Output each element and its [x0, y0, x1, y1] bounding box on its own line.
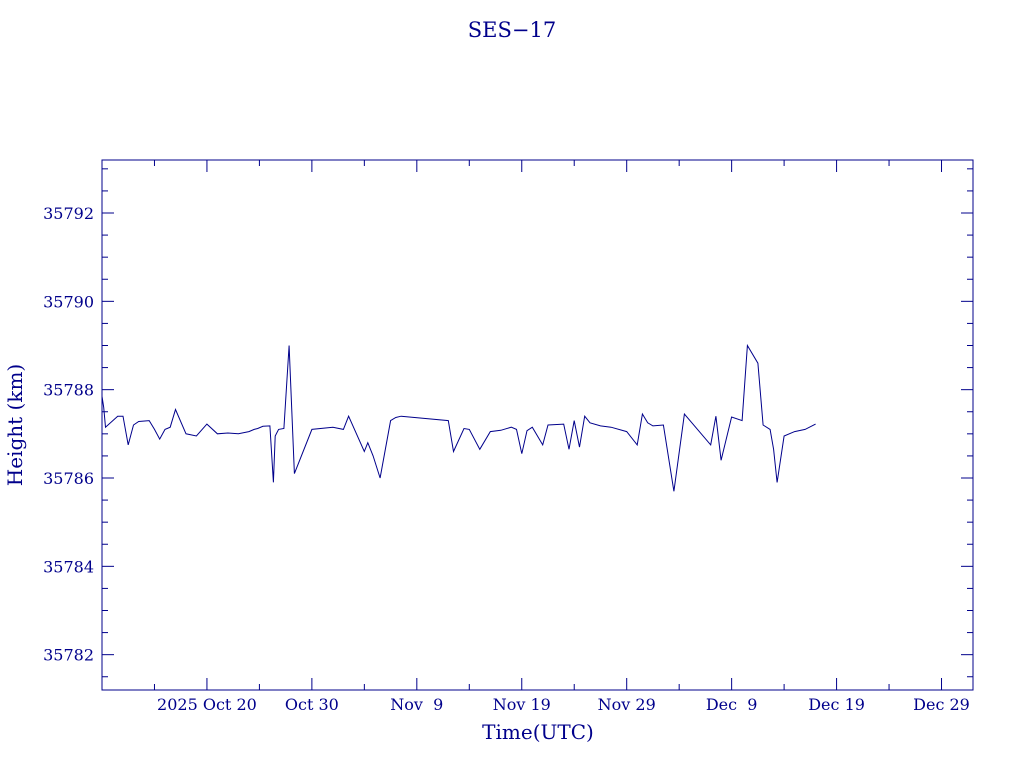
x-axis: 2025 Oct 20 Oct 30 Nov 9 Nov 19 Nov 29 Dec 9 D… [153, 160, 970, 714]
x-tick-label: Nov 9 [390, 695, 443, 714]
y-tick-label: 35782 [43, 646, 94, 665]
x-axis-label: Time(UTC) [482, 720, 594, 744]
y-tick-label: 35792 [43, 204, 94, 223]
x-tick-label: Nov 19 [493, 695, 551, 714]
chart-title: SES−17 [468, 18, 556, 42]
y-tick-label: 35790 [43, 292, 94, 311]
x-tick-label: Oct 30 [285, 695, 339, 714]
x-tick-label: Dec 19 [808, 695, 865, 714]
x-tick-label: Dec 9 [706, 695, 758, 714]
x-tick-label: Dec 29 [913, 695, 970, 714]
y-axis-label: Height (km) [3, 364, 27, 486]
y-tick-label: 35788 [43, 381, 94, 400]
x-tick-label: Nov 29 [598, 695, 656, 714]
y-tick-label: 35784 [43, 557, 94, 576]
height-series-line [101, 343, 816, 492]
y-tick-label: 35786 [43, 469, 94, 488]
plot-frame [101, 159, 974, 691]
x-tick-label: 2025 Oct 20 [157, 695, 257, 714]
y-axis: 35782 35784 35786 35788 35790 35792 [43, 168, 973, 678]
